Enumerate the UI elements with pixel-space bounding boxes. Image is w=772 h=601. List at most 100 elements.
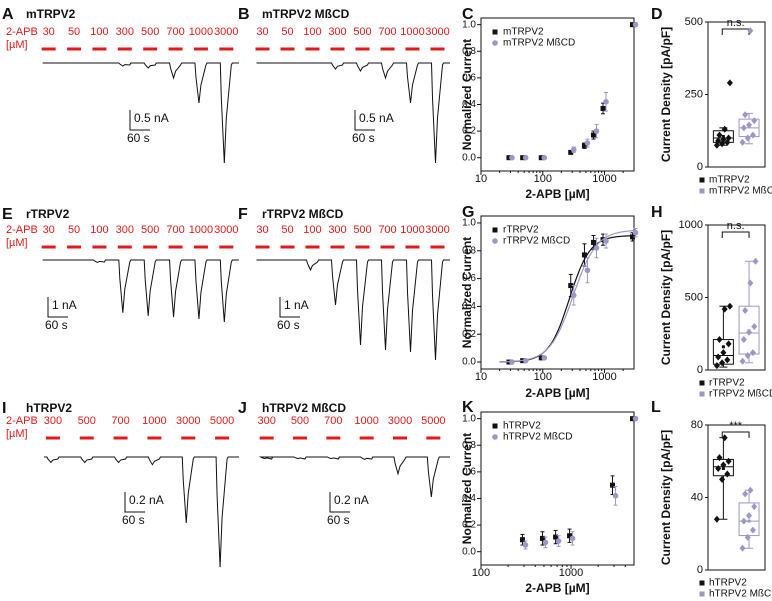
data-point	[553, 534, 559, 540]
y-tick-label: 0.8	[462, 46, 476, 57]
data-point	[632, 21, 639, 28]
plot-frame	[707, 224, 766, 371]
panel-title: hTRPV2	[26, 401, 72, 415]
data-point	[506, 155, 512, 161]
legend-label: mTRPV2 MßCD	[503, 38, 575, 49]
plot-frame	[480, 215, 635, 370]
concentration-label: 5000	[210, 415, 234, 427]
panel-title: hTRPV2 MßCD	[262, 401, 346, 415]
data-point	[720, 135, 727, 143]
legend-label: rTRPV2	[503, 225, 539, 236]
data-point	[570, 146, 577, 153]
panel-title: mTRPV2	[26, 7, 76, 21]
data-point	[739, 544, 746, 552]
data-point	[593, 245, 600, 251]
y-tick-label: 80	[691, 419, 703, 431]
legend-label: mTRPV2	[503, 27, 544, 38]
concentration-label: 300	[257, 415, 275, 427]
x-tick-label: 1000	[559, 567, 583, 579]
x-tick-label: 10	[475, 173, 487, 185]
data-point	[725, 340, 732, 348]
data-point	[584, 267, 591, 274]
y-tick-label: 0.8	[462, 245, 476, 256]
mean-marker	[721, 345, 725, 349]
data-point	[519, 537, 525, 543]
data-point	[721, 305, 728, 313]
concentration-label: 100	[303, 224, 321, 236]
data-point	[584, 140, 591, 146]
y-tick-label: 1.0	[462, 19, 476, 30]
scale-bar	[124, 492, 145, 513]
data-point	[593, 128, 600, 134]
data-point	[751, 117, 758, 125]
significance-label: ***	[729, 420, 743, 432]
data-point	[610, 482, 616, 488]
y-tick-label: 0	[697, 364, 703, 376]
data-point	[749, 349, 756, 357]
y-axis-label: Normalized Current	[460, 433, 474, 544]
significance-label: n.s.	[727, 17, 745, 29]
concentration-label: 1000	[354, 415, 378, 427]
legend-label: rTRPV2	[709, 378, 745, 389]
cr-panel-g: G 10 100 1000 0.0 0.2 0.4 0.6 0.8 1.0 2-APB [µM] No…	[460, 204, 639, 400]
y-tick-label: 0.6	[462, 273, 476, 284]
panel-letter: E	[2, 206, 13, 223]
legend-label: rTRPV2 MßCD	[503, 236, 570, 247]
y-tick-label: 0.6	[462, 467, 476, 478]
scale-bar-y-label: 0.5 nA	[359, 111, 394, 125]
current-trace	[256, 259, 450, 361]
data-point	[600, 105, 606, 111]
x-tick-label: 1000	[592, 173, 616, 185]
x-tick-label: 100	[534, 173, 552, 185]
scale-bar-x-label: 60 s	[122, 513, 145, 527]
panel-letter: L	[651, 399, 661, 416]
y-tick-label: 0.4	[462, 493, 476, 504]
stim-label: 2-APB	[6, 26, 38, 38]
scale-bar-y-label: 0.2 nA	[334, 493, 369, 507]
data-point	[590, 132, 596, 138]
data-point	[740, 124, 747, 132]
y-tick-label: 0.4	[462, 99, 476, 110]
data-point	[538, 155, 544, 161]
data-point	[749, 526, 756, 534]
plot-frame	[707, 424, 766, 571]
concentration-label: 700	[166, 224, 184, 236]
data-point	[720, 461, 727, 469]
concentration-label: 3000	[388, 415, 412, 427]
scale-bar	[129, 110, 150, 131]
concentration-label: 3000	[214, 224, 238, 236]
legend-marker	[492, 238, 498, 244]
data-point	[746, 328, 753, 336]
data-point	[746, 512, 753, 520]
data-point	[752, 257, 759, 265]
panel-letter: G	[462, 204, 474, 221]
data-point	[715, 353, 722, 361]
data-point	[747, 27, 754, 35]
legend-label: hTRPV2 MßCD	[503, 432, 572, 443]
scale-bar	[47, 297, 68, 318]
data-point	[603, 99, 609, 105]
panel-title: mTRPV2 MßCD	[262, 7, 350, 21]
legend-marker	[699, 591, 705, 597]
data-point	[739, 357, 746, 365]
x-axis-label: 2-APB [µM]	[525, 187, 589, 201]
data-point	[538, 355, 544, 361]
box-panel-l: L 0 40 80 Current Density [pA/pF] *** hTRPV2hT…	[651, 399, 772, 599]
concentration-label: 100	[90, 26, 108, 38]
data-point	[747, 486, 754, 494]
concentration-label: 5000	[421, 415, 445, 427]
concentration-label: 300	[44, 415, 62, 427]
data-point	[719, 359, 726, 367]
significance-label: n.s.	[727, 220, 745, 232]
data-point	[744, 352, 751, 359]
concentration-label: 700	[378, 224, 396, 236]
panel-letter: J	[238, 400, 247, 417]
box-panel-h: H 0 500 1000 Current Density [pA/pF] n.s. rTRP…	[651, 204, 772, 399]
panel-letter: H	[651, 204, 663, 221]
data-point	[716, 131, 723, 139]
legend-label: mTRPV2 MßCD	[709, 186, 772, 197]
concentration-label: 300	[116, 224, 134, 236]
